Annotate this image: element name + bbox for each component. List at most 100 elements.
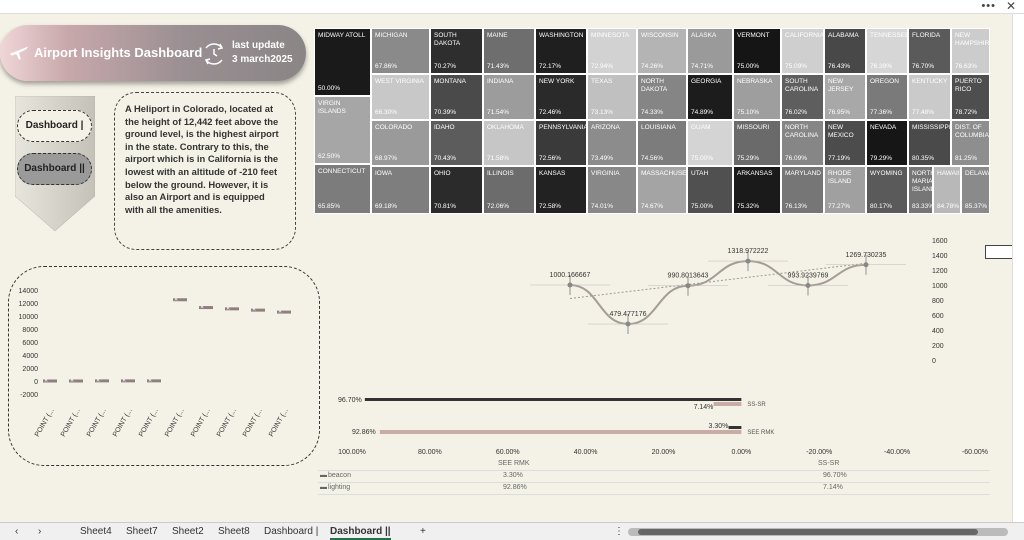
treemap-cell-value: 71.43% bbox=[487, 63, 510, 70]
elevation-line-chart: 1600 1400 1200 1000 800 600 400 200 0 1000.166667… bbox=[530, 238, 948, 365]
treemap-cell-value: 72.46% bbox=[539, 109, 562, 116]
vertical-scrollbar[interactable] bbox=[1012, 14, 1024, 522]
sheet-tabs-bar: ‹ › Sheet4 Sheet7 Sheet2 Sheet8 Dashboar… bbox=[0, 522, 1024, 540]
treemap-cell-label: MONTANA bbox=[434, 78, 467, 85]
data-label: 990.8013643 bbox=[668, 273, 709, 280]
close-icon[interactable]: ✕ bbox=[1005, 0, 1016, 13]
treemap-cell: NEW JERSEY 76.95% bbox=[824, 74, 866, 120]
treemap-cell-value: 77.27% bbox=[828, 203, 851, 210]
treemap-cell: DIST. OF COLUMBIA 81.25% bbox=[951, 120, 990, 166]
treemap-cell-value: 81.25% bbox=[955, 155, 978, 162]
horizontal-scrollbar-thumb[interactable] bbox=[638, 529, 978, 535]
data-label: 1000.166667 bbox=[550, 272, 591, 279]
cell-selection-box[interactable] bbox=[985, 245, 1013, 259]
y-tick-label: 400 bbox=[932, 328, 944, 335]
treemap-cell-value: 76.70% bbox=[912, 63, 935, 70]
x-tick-label: 0.00% bbox=[731, 449, 751, 456]
treemap-cell: WEST VIRGINIA 66.30% bbox=[371, 74, 430, 120]
tab-options-icon[interactable]: ⋮ bbox=[614, 526, 624, 537]
treemap-cell: KENTUCKY 77.48% bbox=[908, 74, 951, 120]
treemap-cell: LOUISIANA 74.56% bbox=[637, 120, 687, 166]
y-tick-label: 200 bbox=[932, 343, 944, 350]
nav-dashboard-2-button[interactable]: Dashboard || bbox=[17, 153, 92, 185]
treemap-cell: TEXAS 73.13% bbox=[587, 74, 637, 120]
add-sheet-button[interactable]: + bbox=[420, 526, 426, 537]
treemap-cell-label: TENNESSEE bbox=[870, 32, 908, 39]
data-point-marker: ✕ bbox=[70, 378, 74, 384]
treemap-cell: PUERTO RICO 78.72% bbox=[951, 74, 990, 120]
x-tick-label: POINT (... bbox=[60, 407, 82, 438]
tab-scroll-prev-icon[interactable]: ‹ bbox=[15, 526, 19, 537]
category-label: SS-SR bbox=[747, 402, 766, 408]
more-options-icon[interactable]: ••• bbox=[981, 0, 996, 12]
x-tick-label: POINT (... bbox=[164, 407, 186, 438]
bar-lighting bbox=[713, 402, 742, 406]
treemap-cell-value: 76.39% bbox=[870, 63, 893, 70]
treemap-cell-label: MAINE bbox=[487, 32, 508, 39]
x-tick-label: -60.00% bbox=[962, 449, 988, 456]
treemap-cell: NORTHERN MARIANA ISLANDS 83.33% bbox=[908, 166, 933, 214]
treemap-cell-value: 66.30% bbox=[375, 109, 398, 116]
treemap-cell: NEBRASKA 75.10% bbox=[733, 74, 781, 120]
treemap-cell-value: 76.13% bbox=[785, 203, 808, 210]
treemap-cell-label: VIRGIN ISLANDS bbox=[318, 100, 346, 115]
bar-lighting bbox=[379, 430, 742, 434]
treemap-cell-value: 76.43% bbox=[828, 63, 851, 70]
treemap-cell-value: 75.00% bbox=[691, 203, 714, 210]
treemap-cell-label: ALABAMA bbox=[828, 32, 859, 39]
tab-sheet4[interactable]: Sheet4 bbox=[80, 526, 112, 537]
table-header: SS-SR bbox=[818, 460, 840, 467]
treemap-cell-label: MASSACHUSETTS bbox=[641, 170, 687, 177]
treemap-cell: MASSACHUSETTS 74.67% bbox=[637, 166, 687, 214]
treemap-cell-label: DELAWARE bbox=[965, 170, 989, 177]
treemap-cell: NORTH DAKOTA 74.33% bbox=[637, 74, 687, 120]
y-tick-label: 6000 bbox=[22, 340, 38, 347]
x-tick-label: POINT (... bbox=[138, 407, 160, 438]
treemap-cell-label: OREGON bbox=[870, 78, 899, 85]
tab-sheet8[interactable]: Sheet8 bbox=[218, 526, 250, 537]
tab-sheet7[interactable]: Sheet7 bbox=[126, 526, 158, 537]
nav-dashboard-1-button[interactable]: Dashboard | bbox=[17, 110, 92, 142]
treemap-cell-label: SOUTH DAKOTA bbox=[434, 32, 461, 47]
horizontal-scrollbar[interactable] bbox=[628, 528, 1008, 536]
table-header-row: SEE RMK SS-SR bbox=[318, 460, 990, 471]
treemap-cell-value: 84.78% bbox=[937, 203, 960, 210]
page-title: Airport Insights Dashboard bbox=[34, 45, 203, 60]
treemap-cell: NEW YORK 72.46% bbox=[535, 74, 587, 120]
y-tick-label: 2000 bbox=[22, 366, 38, 373]
x-tick-label: POINT (... bbox=[242, 407, 264, 438]
table-cell: 3.30% bbox=[503, 472, 523, 479]
treemap-cell-label: NEW MEXICO bbox=[828, 124, 854, 139]
data-point-marker: ✕ bbox=[148, 378, 152, 384]
treemap-cell-value: 73.13% bbox=[591, 109, 614, 116]
treemap-cell: MISSISSIPPI 80.35% bbox=[908, 120, 951, 166]
table-cell: 92.86% bbox=[503, 484, 527, 491]
treemap-cell: MARYLAND 76.13% bbox=[781, 166, 824, 214]
insight-text: A Heliport in Colorado, located at the h… bbox=[125, 103, 279, 215]
treemap-cell-label: WEST VIRGINIA bbox=[375, 78, 424, 85]
treemap-cell: IOWA 69.18% bbox=[371, 166, 430, 214]
data-point-marker: ✕ bbox=[252, 307, 256, 313]
data-point-marker: ✕ bbox=[200, 305, 204, 311]
treemap-cell-value: 74.56% bbox=[641, 155, 664, 162]
treemap-cell: UTAH 75.00% bbox=[687, 166, 733, 214]
treemap-cell-label: FLORIDA bbox=[912, 32, 941, 39]
tab-scroll-next-icon[interactable]: › bbox=[38, 526, 42, 537]
treemap-cell-value: 76.63% bbox=[955, 63, 978, 70]
tab-dashboard-1[interactable]: Dashboard | bbox=[264, 526, 319, 537]
y-tick-label: 0 bbox=[34, 379, 38, 386]
treemap-cell: ILLINOIS 72.06% bbox=[483, 166, 535, 214]
treemap-cell-value: 79.29% bbox=[870, 155, 893, 162]
treemap-cell-label: MICHIGAN bbox=[375, 32, 408, 39]
treemap-cell: PENNSYLVANIA 72.56% bbox=[535, 120, 587, 166]
treemap-cell-label: PUERTO RICO bbox=[955, 78, 982, 93]
treemap-cell-value: 74.71% bbox=[691, 63, 714, 70]
treemap-cell-label: ALASKA bbox=[691, 32, 717, 39]
treemap-cell-label: MINNESOTA bbox=[591, 32, 630, 39]
legend-key-lighting: ▬ bbox=[320, 484, 327, 491]
data-label: 92.86% bbox=[352, 429, 376, 436]
tab-sheet2[interactable]: Sheet2 bbox=[172, 526, 204, 537]
tab-dashboard-2[interactable]: Dashboard || bbox=[330, 526, 391, 540]
y-tick-label: 1600 bbox=[932, 238, 948, 245]
treemap-cell: IDAHO 70.43% bbox=[430, 120, 483, 166]
